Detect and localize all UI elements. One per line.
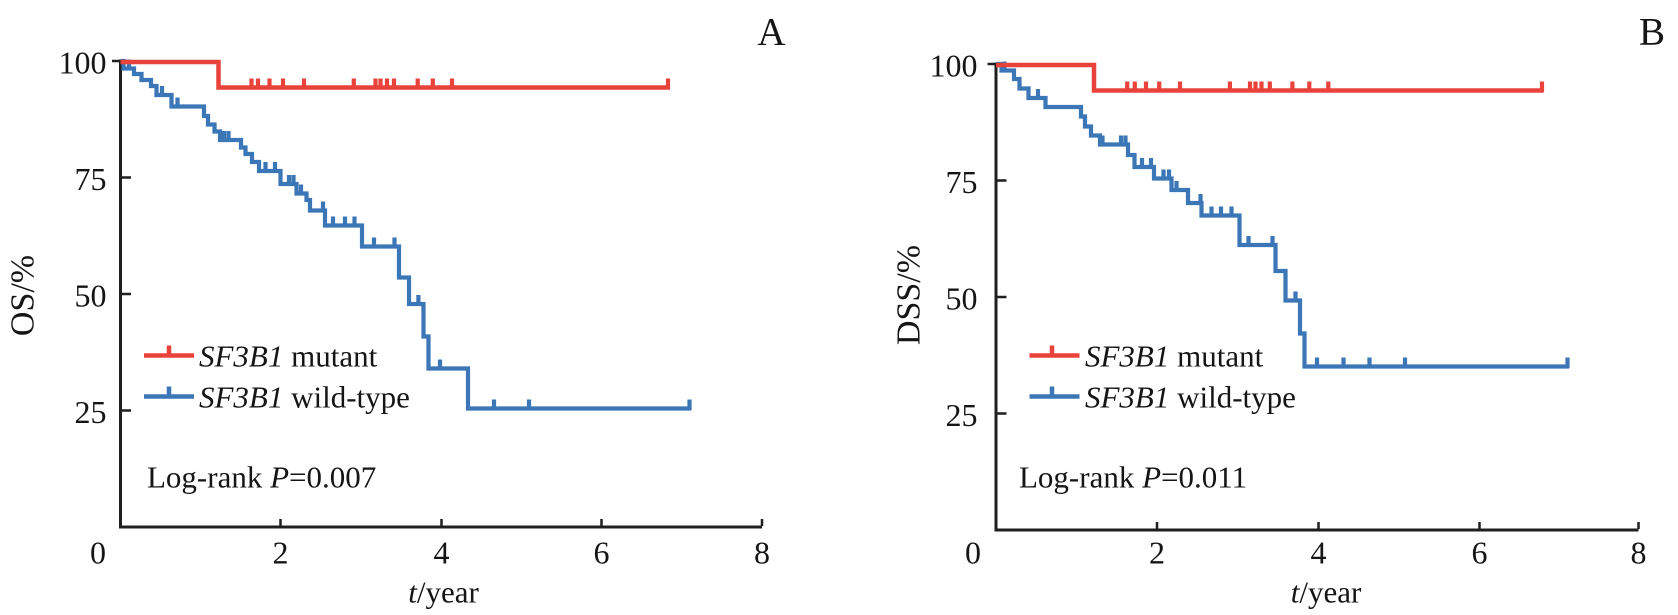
svg-text:8: 8 bbox=[754, 535, 770, 571]
svg-text:OS/%: OS/% bbox=[5, 255, 42, 336]
svg-text:SF3B1 mutant: SF3B1 mutant bbox=[199, 339, 378, 374]
svg-text:t/year: t/year bbox=[1291, 575, 1362, 610]
svg-text:SF3B1 mutant: SF3B1 mutant bbox=[1085, 339, 1264, 374]
svg-text:2: 2 bbox=[1149, 535, 1165, 571]
svg-text:50: 50 bbox=[946, 281, 978, 317]
svg-text:4: 4 bbox=[434, 535, 450, 571]
svg-text:6: 6 bbox=[594, 535, 610, 571]
svg-text:SF3B1 wild-type: SF3B1 wild-type bbox=[1085, 380, 1296, 415]
svg-text:B: B bbox=[1639, 11, 1665, 54]
svg-text:t/year: t/year bbox=[408, 575, 479, 610]
svg-text:2: 2 bbox=[273, 535, 289, 571]
svg-text:A: A bbox=[757, 11, 785, 54]
svg-text:DSS/%: DSS/% bbox=[891, 245, 928, 345]
svg-text:100: 100 bbox=[59, 45, 107, 81]
svg-text:Log-rank P=0.011: Log-rank P=0.011 bbox=[1019, 460, 1247, 495]
svg-text:0: 0 bbox=[90, 535, 106, 571]
svg-text:Log-rank P=0.007: Log-rank P=0.007 bbox=[147, 460, 376, 495]
svg-text:100: 100 bbox=[930, 48, 978, 84]
svg-text:SF3B1 wild-type: SF3B1 wild-type bbox=[199, 380, 410, 415]
svg-text:8: 8 bbox=[1631, 535, 1647, 571]
svg-text:4: 4 bbox=[1311, 535, 1327, 571]
svg-text:75: 75 bbox=[946, 164, 978, 200]
svg-text:50: 50 bbox=[75, 278, 107, 314]
svg-text:75: 75 bbox=[75, 161, 107, 197]
svg-text:25: 25 bbox=[75, 394, 107, 430]
svg-text:0: 0 bbox=[965, 535, 981, 571]
svg-text:25: 25 bbox=[946, 397, 978, 433]
svg-text:6: 6 bbox=[1472, 535, 1488, 571]
